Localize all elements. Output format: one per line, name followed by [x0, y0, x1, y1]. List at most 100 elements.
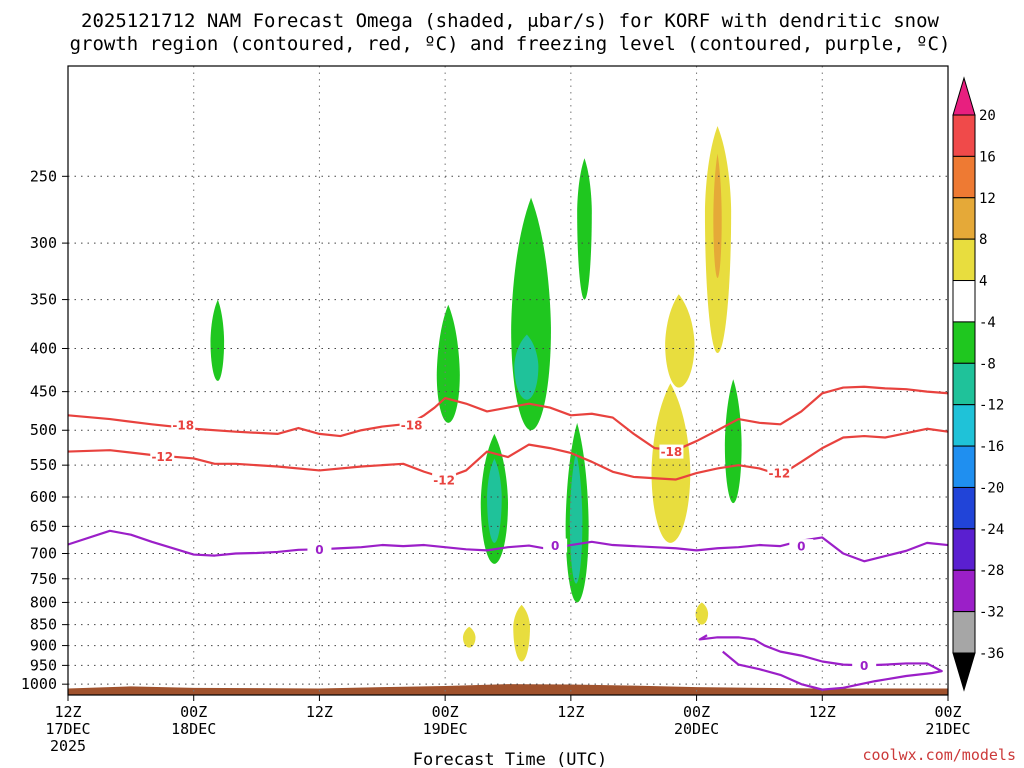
y-tick-label-11: 800: [30, 593, 57, 611]
x-tick-label-5-0: 00Z: [683, 703, 710, 721]
x-tick-label-7-1: 21DEC: [925, 720, 970, 738]
x-tick-label-6-0: 12Z: [809, 703, 836, 721]
omega-area-16: [695, 602, 709, 625]
omega-area-10: [651, 383, 691, 543]
x-tick-label-4-0: 12Z: [557, 703, 584, 721]
contour-label-bg-7: [543, 538, 568, 553]
contour-label-9: 0: [860, 659, 868, 673]
x-tick-label-3-1: 19DEC: [423, 720, 468, 738]
x-tick-label-0-2: 2025: [50, 737, 86, 755]
x-tick-label-0-1: 17DEC: [45, 720, 90, 738]
colorbar-label-9: -20: [979, 480, 1004, 496]
colorbar-label-12: -32: [979, 605, 1004, 621]
colorbar-max-arrow: [952, 76, 976, 116]
y-axis: 250 300 350 400 450 500 550 600 650 700 750 800 850 9…: [21, 167, 68, 693]
y-tick-label-3: 400: [30, 339, 57, 357]
x-tick-label-2-0: 12Z: [306, 703, 333, 721]
colorbar-swatch-11: [952, 528, 976, 571]
contour-label-3: -12: [151, 450, 173, 464]
x-tick-label-5-1: 20DEC: [674, 720, 719, 738]
contour-label-1: -18: [401, 419, 423, 433]
omega-area-14: [513, 604, 530, 662]
y-tick-label-9: 700: [30, 545, 57, 563]
colorbar: 20 16 12 8 4 -4 -8 -12 -16 -20 -24 -28 -32 -36: [952, 76, 1004, 692]
chart-title-line2: growth region (contoured, red, ºC) and f…: [70, 33, 951, 55]
contour-label-4: -12: [433, 474, 455, 488]
omega-area-8: [569, 451, 583, 584]
omega-area-11: [665, 294, 695, 388]
contour-label-6: 0: [315, 543, 323, 557]
grid-lines: [67, 66, 949, 695]
contour-label-bg-8: [789, 539, 814, 554]
terrain-fill: [68, 684, 948, 695]
colorbar-swatch-10: [952, 486, 976, 530]
colorbar-label-7: -12: [979, 398, 1004, 414]
colorbar-swatch-7: [952, 362, 976, 406]
colorbar-label-0: 20: [979, 108, 996, 124]
omega-area-3: [577, 158, 592, 300]
y-tick-label-15: 1000: [21, 675, 57, 693]
colorbar-label-13: -36: [979, 646, 1004, 662]
chart-title-line1: 2025121712 NAM Forecast Omega (shaded, μ…: [81, 10, 939, 32]
y-tick-label-10: 750: [30, 570, 57, 588]
x-tick-label-1-0: 00Z: [180, 703, 207, 721]
contour-label-bg-5: [767, 466, 792, 481]
y-tick-label-4: 450: [30, 383, 57, 401]
omega-area-9: [724, 379, 742, 504]
x-tick-label-3-0: 00Z: [432, 703, 459, 721]
contour-label-bg-9: [852, 658, 877, 673]
credit-text: coolwx.com/models: [862, 746, 1016, 764]
y-tick-label-13: 900: [30, 637, 57, 655]
colorbar-label-2: 12: [979, 191, 996, 207]
contour-label-bg-2: [659, 444, 684, 459]
contour-line-3: [698, 634, 943, 691]
y-tick-label-1: 300: [30, 234, 57, 252]
terrain-area: [68, 684, 948, 695]
contour-lines: [67, 385, 949, 691]
omega-area-1: [436, 304, 460, 423]
colorbar-swatch-13: [952, 611, 976, 654]
colorbar-label-8: -16: [979, 439, 1004, 455]
colorbar-swatch-1: [952, 114, 976, 157]
y-tick-label-7: 600: [30, 488, 57, 506]
contour-line-2: [67, 529, 949, 563]
omega-area-15: [462, 626, 476, 648]
omega-area-6: [487, 458, 502, 543]
y-tick-label-5: 500: [30, 421, 57, 439]
contour-label-bg-3: [150, 449, 175, 464]
x-axis-label: Forecast Time (UTC): [413, 750, 607, 768]
plot-frame: [67, 65, 949, 696]
contour-label-bg-4: [432, 473, 457, 488]
x-tick-label-0-0: 12Z: [54, 703, 81, 721]
omega-shading: [210, 126, 742, 662]
contour-line-0: [67, 385, 949, 452]
contour-line-1: [67, 427, 949, 481]
omega-area-0: [210, 299, 225, 381]
colorbar-label-11: -28: [979, 563, 1004, 579]
colorbar-min-arrow: [952, 652, 976, 692]
y-tick-label-6: 550: [30, 456, 57, 474]
colorbar-label-5: -4: [979, 315, 996, 331]
omega-area-4: [514, 334, 539, 400]
contour-label-8: 0: [797, 540, 805, 554]
contour-label-0: -18: [172, 419, 194, 433]
colorbar-label-4: 4: [979, 274, 987, 290]
colorbar-swatch-4: [952, 238, 976, 282]
contour-label-7: 0: [551, 539, 559, 553]
contour-label-5: -12: [768, 467, 790, 481]
y-tick-label-8: 650: [30, 517, 57, 535]
colorbar-swatch-6: [952, 321, 976, 364]
colorbar-label-3: 8: [979, 232, 987, 248]
colorbar-label-1: 16: [979, 149, 996, 165]
colorbar-swatch-3: [952, 197, 976, 240]
colorbar-swatch-8: [952, 404, 976, 447]
y-tick-label-14: 950: [30, 656, 57, 674]
colorbar-label-10: -24: [979, 522, 1004, 538]
contour-label-bg-1: [399, 418, 424, 433]
y-tick-label-2: 350: [30, 291, 57, 309]
contour-label-2: -18: [661, 445, 683, 459]
colorbar-swatch-5: [952, 280, 976, 323]
colorbar-label-6: -8: [979, 356, 996, 372]
